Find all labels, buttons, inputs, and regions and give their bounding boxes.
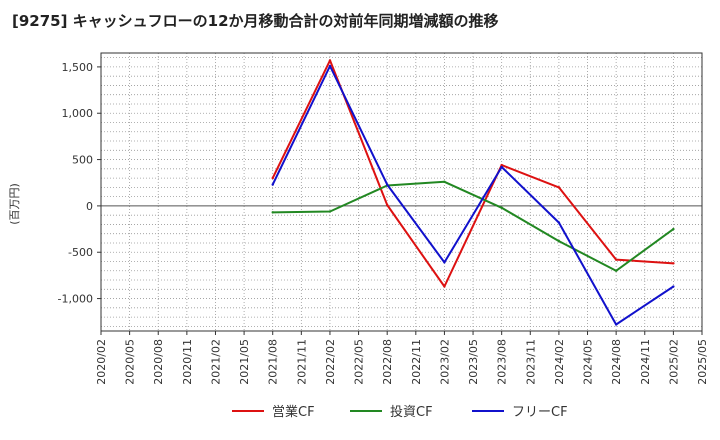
data-point	[443, 261, 446, 264]
y-tick-label: 1,000	[62, 107, 94, 120]
data-point	[672, 227, 675, 231]
x-tick-label: 2021/08	[267, 339, 280, 385]
x-tick-label: 2023/08	[496, 339, 509, 385]
data-point	[500, 206, 503, 209]
legend-label: 営業CF	[272, 404, 315, 420]
x-tick-label: 2024/11	[639, 339, 652, 385]
data-point	[672, 285, 675, 288]
data-point	[443, 180, 446, 184]
data-point	[614, 258, 618, 261]
data-point	[443, 285, 446, 288]
x-tick-label: 2023/05	[467, 339, 480, 385]
x-tick-label: 2020/05	[124, 339, 137, 385]
data-point	[328, 59, 332, 62]
x-tick-label: 2024/02	[553, 339, 566, 385]
plot-area	[100, 52, 703, 332]
data-point	[271, 183, 274, 186]
grid	[100, 53, 703, 331]
data-point	[385, 183, 389, 186]
x-tick-label: 2021/11	[295, 339, 308, 385]
x-tick-label: 2023/11	[524, 339, 537, 385]
x-tick-label: 2022/08	[381, 339, 394, 385]
legend-label: 投資CF	[390, 404, 433, 420]
y-tick-label: 0	[86, 200, 93, 213]
legend-label: フリーCF	[512, 405, 568, 420]
legend: 営業CF 投資CF フリーCF	[232, 404, 568, 420]
x-tick-label: 2024/05	[582, 339, 595, 385]
y-tick-label: -500	[68, 246, 93, 259]
data-point	[328, 210, 332, 213]
x-tick-label: 2021/05	[238, 339, 251, 385]
chart-title: [9275] キャッシュフローの12か月移動合計の対前年同期増減額の推移	[12, 12, 499, 30]
data-point	[557, 186, 561, 189]
x-tick-label: 2022/02	[324, 339, 337, 385]
data-point	[672, 262, 675, 265]
data-point	[614, 323, 618, 326]
x-tick-label: 2023/02	[438, 339, 451, 385]
y-tick-label: 500	[72, 154, 93, 167]
data-point	[385, 203, 389, 207]
data-point	[271, 176, 274, 180]
data-point	[557, 239, 561, 243]
y-axis-ticks: 1,500 1,000 500 0 -500 -1,000	[58, 61, 101, 306]
data-point	[500, 165, 503, 169]
data-point	[271, 211, 274, 214]
y-tick-label: -1,000	[58, 293, 93, 306]
x-axis-ticks: 2020/02 2020/05 2020/08 2020/11 2021/02 2021/…	[95, 331, 709, 385]
series-line-3	[271, 65, 674, 326]
series	[271, 59, 675, 326]
x-tick-label: 2020/02	[95, 339, 108, 385]
x-tick-label: 2020/11	[181, 339, 194, 385]
x-tick-label: 2025/02	[667, 339, 680, 385]
data-point	[500, 163, 503, 167]
x-tick-label: 2024/08	[610, 339, 623, 385]
data-point	[328, 64, 332, 68]
x-tick-label: 2020/08	[152, 339, 165, 385]
x-tick-label: 2021/02	[209, 339, 222, 385]
y-tick-label: 1,500	[62, 61, 94, 74]
data-point	[557, 221, 561, 224]
x-tick-label: 2022/11	[410, 339, 423, 385]
data-point	[614, 269, 618, 272]
x-tick-label: 2025/05	[696, 339, 709, 385]
series-line-2	[272, 180, 674, 272]
x-tick-label: 2022/05	[353, 339, 366, 385]
